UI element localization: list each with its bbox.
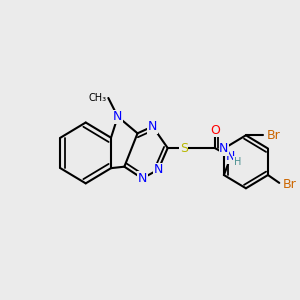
- Text: N: N: [154, 163, 163, 176]
- Text: Br: Br: [267, 129, 280, 142]
- Text: H: H: [234, 157, 241, 167]
- Text: N: N: [113, 110, 122, 123]
- Text: CH₃: CH₃: [88, 93, 106, 103]
- Text: N: N: [219, 142, 229, 155]
- Text: O: O: [210, 124, 220, 137]
- Text: Br: Br: [283, 178, 297, 191]
- Text: N: N: [226, 150, 236, 164]
- Text: S: S: [180, 142, 188, 154]
- Text: N: N: [138, 172, 147, 185]
- Text: N: N: [148, 120, 157, 133]
